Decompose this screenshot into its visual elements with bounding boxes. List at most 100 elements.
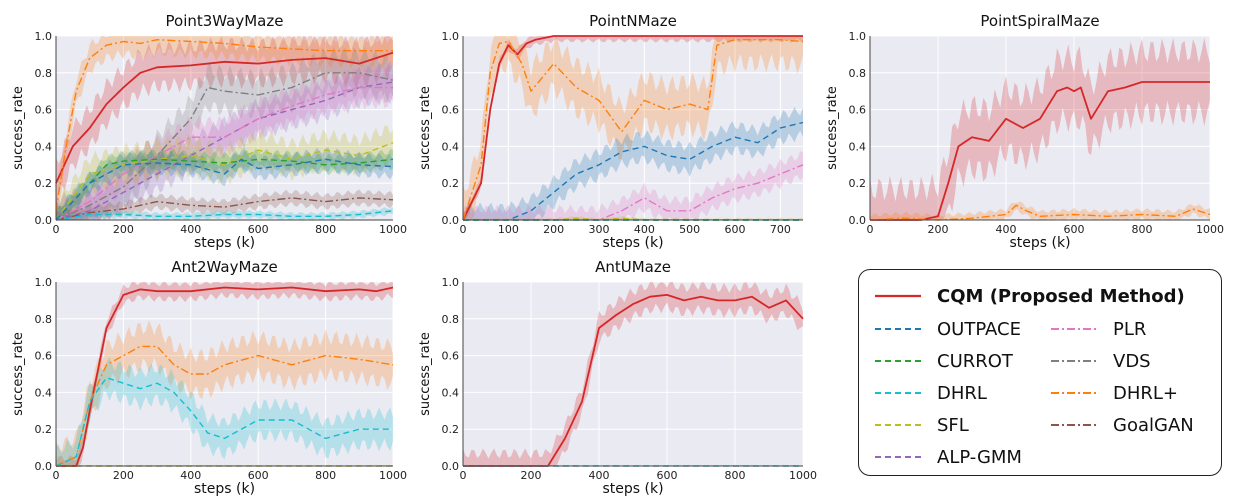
x-tick-label: 800 xyxy=(315,469,336,482)
y-axis-label: success_rate xyxy=(418,86,433,170)
y-tick-label: 0.0 xyxy=(849,214,867,227)
y-tick-label: 0.6 xyxy=(35,104,53,117)
x-axis-label: steps (k) xyxy=(194,235,255,251)
y-tick-label: 0.8 xyxy=(35,67,53,80)
x-tick-label: 200 xyxy=(543,223,564,236)
y-tick-label: 0.8 xyxy=(849,67,867,80)
plot-area xyxy=(463,282,803,466)
y-tick-label: 1.0 xyxy=(35,30,53,43)
y-tick-label: 0.0 xyxy=(442,460,460,473)
legend-entry-alp-gmm: ALP-GMM xyxy=(875,444,1022,470)
y-axis-label: success_rate xyxy=(825,86,840,170)
series-band xyxy=(56,356,393,466)
y-axis-label: success_rate xyxy=(418,332,433,416)
x-tick-label: 300 xyxy=(589,223,610,236)
plot-area xyxy=(870,36,1210,220)
y-tick-label: 0.6 xyxy=(442,104,460,117)
series-band xyxy=(56,189,393,220)
y-axis-label: success_rate xyxy=(11,86,26,170)
series-band xyxy=(56,125,393,220)
series-line xyxy=(55,81,394,221)
x-tick-label: 400 xyxy=(180,469,201,482)
y-tick-label: 0.2 xyxy=(35,423,53,436)
x-tick-label: 600 xyxy=(248,469,269,482)
x-tick-label: 400 xyxy=(589,469,610,482)
y-tick-label: 0.0 xyxy=(442,214,460,227)
legend-label: VDS xyxy=(1113,350,1151,372)
legend-label: CQM (Proposed Method) xyxy=(937,285,1185,307)
y-tick-label: 0.4 xyxy=(35,140,53,153)
y-tick-label: 0.2 xyxy=(442,423,460,436)
series-line xyxy=(55,39,393,211)
x-tick-label: 600 xyxy=(657,469,678,482)
y-tick-label: 0.0 xyxy=(35,214,53,227)
plot-area xyxy=(463,36,803,220)
x-tick-label: 0 xyxy=(53,223,60,236)
legend-label: PLR xyxy=(1113,318,1147,340)
legend-label: OUTPACE xyxy=(937,318,1021,340)
x-tick-label: 700 xyxy=(770,223,791,236)
series-line xyxy=(55,72,394,221)
chart-panel-4: 0 200 400 600 800 1000 0.0 0.2 0.4 0.6 0.8 1.0 AntUM… xyxy=(418,258,817,497)
series-line xyxy=(462,35,803,221)
y-tick-label: 1.0 xyxy=(849,30,867,43)
legend-label: DHRL xyxy=(937,382,987,404)
series-band xyxy=(870,37,1210,220)
legend: CQM (Proposed Method) OUTPACE PLR CURROT… xyxy=(858,269,1222,476)
chart-panel-3: 0 200 400 600 800 1000 0.0 0.2 0.4 0.6 0.8 1.0 Ant2W… xyxy=(11,258,407,497)
y-axis-label: success_rate xyxy=(11,332,26,416)
series-line xyxy=(55,142,394,221)
y-tick-label: 0.4 xyxy=(35,386,53,399)
series-band xyxy=(463,151,803,220)
x-tick-label: 100 xyxy=(498,223,519,236)
legend-label: ALP-GMM xyxy=(937,446,1022,468)
x-tick-label: 800 xyxy=(1132,223,1153,236)
y-tick-label: 0.2 xyxy=(849,177,867,190)
legend-entry-dhrl: DHRL xyxy=(875,380,987,406)
x-tick-label: 0 xyxy=(460,469,467,482)
series-line xyxy=(463,293,804,467)
chart-title: PointNMaze xyxy=(589,12,677,30)
x-tick-label: 200 xyxy=(113,469,134,482)
x-tick-label: 400 xyxy=(180,223,201,236)
x-tick-label: 0 xyxy=(53,469,60,482)
y-tick-label: 0.6 xyxy=(442,350,460,363)
y-tick-label: 0.2 xyxy=(442,177,460,190)
series-line xyxy=(55,210,394,221)
x-tick-label: 1000 xyxy=(1196,223,1224,236)
x-tick-label: 200 xyxy=(521,469,542,482)
x-tick-label: 800 xyxy=(315,223,336,236)
legend-entry-dhrl-plus: DHRL+ xyxy=(1051,380,1178,406)
series-line xyxy=(869,204,1211,221)
series-band xyxy=(463,216,803,220)
y-tick-label: 1.0 xyxy=(442,276,460,289)
y-tick-label: 0.4 xyxy=(849,140,867,153)
x-tick-label: 600 xyxy=(725,223,746,236)
chart-title: PointSpiralMaze xyxy=(980,12,1099,30)
series-line xyxy=(55,197,394,221)
series-line xyxy=(463,121,804,221)
series-band xyxy=(463,36,803,220)
legend-entry-currot: CURROT xyxy=(875,348,1013,374)
series-line xyxy=(55,86,393,221)
series-line xyxy=(870,81,1210,221)
series-line xyxy=(55,158,394,221)
x-axis-label: steps (k) xyxy=(194,481,255,497)
series-band xyxy=(56,148,393,220)
x-tick-label: 600 xyxy=(1064,223,1085,236)
legend-entry-plr: PLR xyxy=(1051,316,1146,342)
x-tick-label: 200 xyxy=(113,223,134,236)
y-tick-label: 0.8 xyxy=(442,313,460,326)
y-tick-label: 0.0 xyxy=(35,460,53,473)
legend-label: SFL xyxy=(937,414,969,436)
series-line xyxy=(55,158,394,221)
x-tick-label: 1000 xyxy=(789,469,817,482)
x-tick-label: 500 xyxy=(679,223,700,236)
chart-title: Point3WayMaze xyxy=(166,12,284,30)
y-tick-label: 0.4 xyxy=(442,140,460,153)
y-tick-label: 0.6 xyxy=(35,350,53,363)
plot-area xyxy=(56,36,393,220)
series-band xyxy=(56,36,393,219)
x-tick-label: 400 xyxy=(634,223,655,236)
